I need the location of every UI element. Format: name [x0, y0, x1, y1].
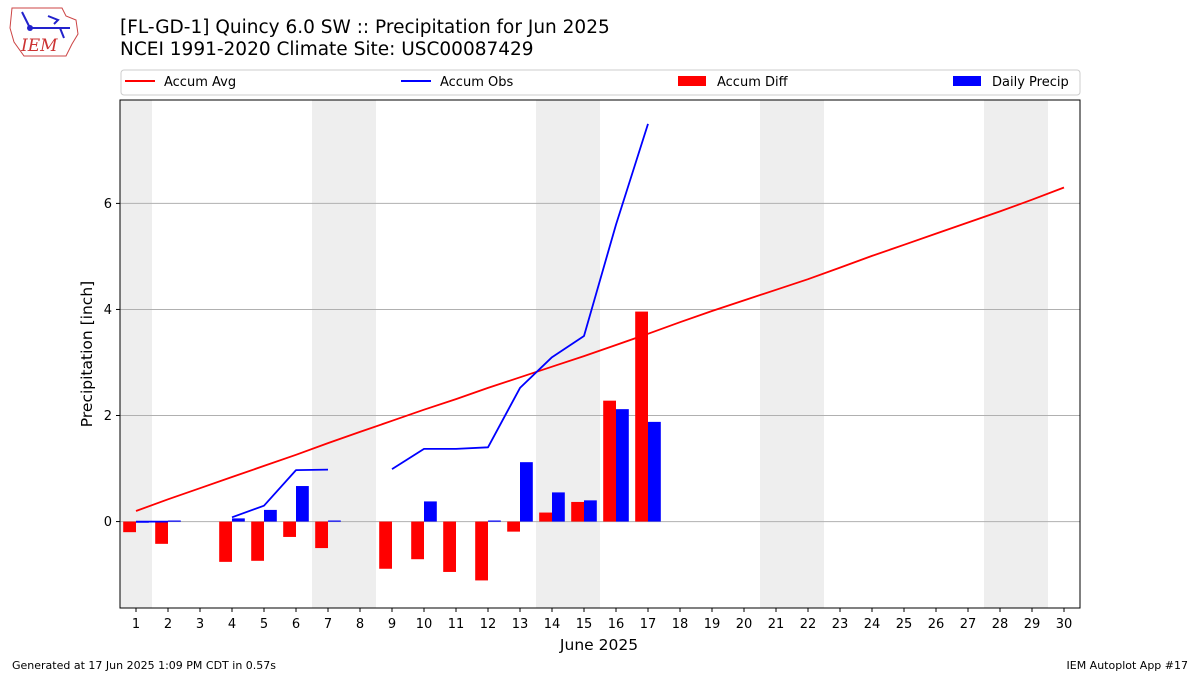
- x-tick-label-26: 26: [928, 617, 945, 632]
- legend-label-daily-precip: Daily Precip: [992, 75, 1069, 90]
- x-tick-label-3: 3: [196, 617, 204, 632]
- x-tick-label-7: 7: [324, 617, 332, 632]
- accum-diff-bar-day-17: [635, 311, 648, 522]
- x-tick-label-1: 1: [132, 617, 140, 632]
- legend-label-accum-avg: Accum Avg: [164, 75, 236, 90]
- daily-precip-bar-day-17: [648, 421, 661, 522]
- accum-diff-bar-day-7: [315, 521, 328, 549]
- accum-diff-bar-day-15: [571, 501, 584, 522]
- legend-swatch-daily-precip: [953, 76, 981, 86]
- x-tick-label-11: 11: [448, 617, 465, 632]
- generated-note: Generated at 17 Jun 2025 1:09 PM CDT in …: [12, 659, 277, 672]
- daily-precip-bar-day-12: [488, 520, 501, 522]
- daily-precip-bar-day-16: [616, 409, 629, 522]
- daily-precip-bar-day-13: [520, 462, 533, 522]
- legend-item-daily-precip: Daily Precip: [953, 75, 1069, 90]
- x-tick-label-2: 2: [164, 617, 172, 632]
- weekend-shading: [120, 100, 1048, 608]
- y-tick-label-0: 0: [104, 515, 112, 530]
- weekend-band-day-29: [1016, 100, 1048, 608]
- x-tick-label-28: 28: [992, 617, 1009, 632]
- legend-swatch-accum-diff: [678, 76, 706, 86]
- x-tick-label-22: 22: [800, 617, 817, 632]
- x-tick-label-5: 5: [260, 617, 268, 632]
- x-tick-label-23: 23: [832, 617, 849, 632]
- y-axis-label: Precipitation [inch]: [78, 281, 96, 427]
- daily-precip-bar-day-4: [232, 518, 245, 522]
- weekend-band-day-8: [344, 100, 376, 608]
- weekend-band-day-14: [536, 100, 568, 608]
- x-tick-label-21: 21: [768, 617, 785, 632]
- chart-subtitle: NCEI 1991-2020 Climate Site: USC00087429: [120, 39, 534, 60]
- legend-item-accum-diff: Accum Diff: [678, 75, 789, 90]
- y-tick-label-4: 4: [104, 303, 112, 318]
- accum-diff-bar-day-9: [379, 521, 392, 569]
- accum-avg-line-segment-0: [135, 186, 1065, 512]
- x-tick-label-15: 15: [576, 617, 593, 632]
- weekend-band-day-15: [568, 100, 600, 608]
- line-series: [135, 123, 1065, 523]
- x-tick-label-30: 30: [1056, 617, 1073, 632]
- accum-diff-bar-day-16: [603, 400, 616, 522]
- x-tick-label-16: 16: [608, 617, 625, 632]
- accum-diff-bar-day-5: [251, 521, 264, 561]
- legend-label-accum-obs: Accum Obs: [440, 75, 513, 90]
- legend-label-accum-diff: Accum Diff: [717, 75, 789, 90]
- accum-diff-bar-day-11: [443, 521, 456, 572]
- legend-item-accum-obs: Accum Obs: [401, 75, 513, 90]
- daily-precip-bar-day-15: [584, 500, 597, 522]
- legend: Accum Avg Accum Obs Accum Diff Daily Pre…: [120, 69, 1081, 96]
- daily-precip-bar-day-10: [424, 501, 437, 522]
- y-gridlines: [120, 202, 1080, 523]
- x-tick-label-19: 19: [704, 617, 721, 632]
- daily-precip-bar-day-7: [328, 520, 341, 522]
- accum-diff-bar-day-13: [507, 521, 520, 532]
- x-tick-label-20: 20: [736, 617, 753, 632]
- y-tick-label-2: 2: [104, 409, 112, 424]
- logo-text: IEM: [20, 36, 58, 56]
- y-tick-label-6: 6: [104, 197, 112, 212]
- accum-diff-bar-day-12: [475, 521, 488, 581]
- daily-precip-bar-day-2: [168, 520, 181, 522]
- x-tick-label-6: 6: [292, 617, 300, 632]
- accum-diff-bar-day-1: [123, 521, 136, 533]
- accum-diff-bar-day-10: [411, 521, 424, 560]
- daily-precip-bar-day-5: [264, 509, 277, 522]
- iem-logo: IEM: [9, 7, 79, 57]
- app-credit: IEM Autoplot App #17: [1066, 659, 1189, 672]
- x-tick-label-10: 10: [416, 617, 433, 632]
- accum-diff-bar-day-6: [283, 521, 296, 537]
- daily-precip-bar-day-6: [296, 486, 309, 522]
- x-tick-label-24: 24: [864, 617, 881, 632]
- accum-diff-bar-day-4: [219, 521, 232, 562]
- x-tick-label-12: 12: [480, 617, 497, 632]
- y-axis-ticks: 0 2 4 6: [104, 197, 120, 530]
- x-tick-label-17: 17: [640, 617, 657, 632]
- accum-diff-bar-day-14: [539, 512, 552, 522]
- weekend-band-day-28: [984, 100, 1016, 608]
- accum-obs-line-segment-2: [391, 123, 649, 470]
- bar-series: [123, 311, 661, 581]
- x-tick-label-27: 27: [960, 617, 977, 632]
- daily-precip-bar-day-14: [552, 492, 565, 522]
- x-tick-label-4: 4: [228, 617, 236, 632]
- x-tick-label-18: 18: [672, 617, 689, 632]
- x-tick-label-25: 25: [896, 617, 913, 632]
- x-tick-label-9: 9: [388, 617, 396, 632]
- x-tick-label-13: 13: [512, 617, 529, 632]
- weekend-band-day-22: [792, 100, 824, 608]
- weekend-band-day-21: [760, 100, 792, 608]
- x-tick-label-8: 8: [356, 617, 364, 632]
- accum-diff-bar-day-2: [155, 521, 168, 544]
- x-axis-ticks: 1 2 3 4 5 6 7 8 9 10 11 12 13 14 15 16 17 18 19 20 21 22 23 24 2…: [132, 608, 1072, 632]
- x-axis-label: June 2025: [559, 636, 638, 654]
- x-tick-label-29: 29: [1024, 617, 1041, 632]
- x-tick-label-14: 14: [544, 617, 561, 632]
- accum-obs-line-segment-1: [231, 468, 329, 519]
- plot-frame: [119, 99, 1081, 609]
- legend-item-accum-avg: Accum Avg: [125, 75, 236, 90]
- chart-title: [FL-GD-1] Quincy 6.0 SW :: Precipitation…: [120, 17, 610, 38]
